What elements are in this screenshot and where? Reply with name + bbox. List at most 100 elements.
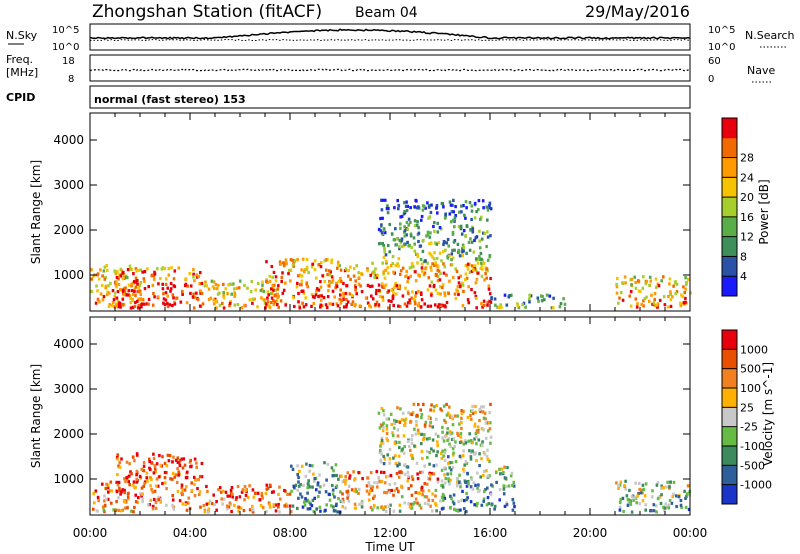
- heatmap-cell: [423, 501, 427, 505]
- heatmap-cell: [471, 404, 474, 409]
- heatmap-cell: [297, 484, 301, 488]
- heatmap-cell: [654, 277, 658, 281]
- heatmap-cell: [384, 259, 388, 263]
- heatmap-cell: [440, 479, 444, 483]
- heatmap-cell: [149, 484, 152, 488]
- heatmap-cell: [316, 481, 320, 485]
- heatmap-cell: [344, 478, 348, 482]
- heatmap-cell: [288, 492, 292, 496]
- freq-series: [89, 68, 691, 72]
- heatmap-cell: [480, 405, 483, 409]
- heatmap-cell: [90, 289, 93, 293]
- heatmap-cell: [414, 491, 418, 495]
- heatmap-cell: [445, 402, 448, 406]
- heatmap-cell: [460, 411, 464, 416]
- heatmap-cell: [410, 262, 414, 266]
- heatmap-cell: [140, 305, 143, 309]
- heatmap-cell: [212, 280, 216, 284]
- heatmap-cell: [398, 245, 401, 249]
- heatmap-cell: [388, 461, 391, 465]
- heatmap-cell: [367, 481, 371, 485]
- heatmap-cell: [391, 433, 395, 438]
- heatmap-cell: [315, 287, 319, 291]
- heatmap-cell: [464, 200, 468, 204]
- heatmap-cell: [276, 292, 279, 296]
- heatmap-cell: [143, 279, 146, 284]
- heatmap-cell: [147, 297, 151, 301]
- heatmap-cell: [630, 495, 634, 499]
- heatmap-cell: [384, 253, 388, 257]
- heatmap-cell: [230, 509, 233, 514]
- heatmap-cell: [641, 499, 645, 503]
- heatmap-cell: [152, 497, 156, 502]
- heatmap-cell: [131, 455, 135, 459]
- heatmap-cell: [322, 483, 326, 487]
- heatmap-cell: [116, 457, 120, 461]
- heatmap-cell: [121, 302, 125, 307]
- heatmap-cell: [428, 477, 432, 481]
- noise-ylabel-top: 10^5: [52, 25, 79, 36]
- heatmap-cell: [429, 231, 432, 235]
- heatmap-cell: [413, 242, 416, 246]
- heatmap-cell: [270, 287, 273, 291]
- heatmap-cell: [552, 306, 555, 310]
- heatmap-cell: [621, 298, 625, 302]
- heatmap-cell: [426, 233, 430, 237]
- heatmap-cell: [394, 227, 397, 231]
- heatmap-cell: [444, 477, 448, 481]
- heatmap-cell: [485, 276, 488, 280]
- heatmap-cell: [229, 300, 232, 304]
- heatmap-cell: [303, 270, 306, 274]
- heatmap-cell: [438, 251, 442, 255]
- heatmap-cell: [261, 506, 265, 510]
- heatmap-cell: [141, 468, 145, 472]
- heatmap-cell: [403, 501, 407, 505]
- heatmap-cell: [173, 475, 177, 479]
- heatmap-cell: [388, 222, 391, 227]
- heatmap-cell: [115, 281, 119, 285]
- heatmap-cell: [473, 291, 477, 295]
- colorbar-swatch: [722, 236, 737, 257]
- colorbar-tick-label: 25: [740, 401, 754, 414]
- heatmap-cell: [151, 303, 155, 307]
- colorbar-swatch: [722, 137, 737, 159]
- heatmap-cell: [340, 298, 344, 302]
- heatmap-cell: [171, 494, 174, 498]
- heatmap-cell: [395, 471, 399, 476]
- heatmap-cell: [484, 272, 487, 276]
- heatmap-cell: [483, 469, 486, 473]
- heatmap-cell: [289, 279, 292, 283]
- heatmap-cell: [469, 455, 473, 459]
- heatmap-cell: [441, 436, 444, 440]
- heatmap-cell: [373, 503, 376, 508]
- x-tick-label: 08:00: [273, 526, 308, 540]
- heatmap-cell: [447, 244, 450, 248]
- heatmap-cell: [323, 280, 326, 284]
- heatmap-cell: [428, 436, 431, 440]
- heatmap-cell: [348, 476, 351, 480]
- heatmap-cell: [466, 262, 470, 266]
- heatmap-cell: [558, 305, 562, 309]
- heatmap-cell: [668, 277, 672, 281]
- heatmap-cell: [279, 497, 282, 501]
- heatmap-cell: [459, 435, 463, 439]
- heatmap-cell: [135, 477, 138, 481]
- heatmap-cell: [137, 496, 140, 500]
- heatmap-cell: [296, 488, 299, 492]
- heatmap-cell: [155, 462, 159, 466]
- heatmap-cell: [205, 284, 209, 288]
- heatmap-cell: [248, 298, 252, 302]
- heatmap-cell: [475, 257, 478, 261]
- heatmap-cell: [417, 273, 420, 277]
- heatmap-cell: [460, 426, 463, 430]
- heatmap-cell: [443, 216, 447, 220]
- heatmap-cell: [470, 264, 474, 268]
- heatmap-cell: [213, 297, 217, 301]
- heatmap-cell: [417, 226, 420, 230]
- heatmap-cell: [398, 247, 401, 251]
- heatmap-cell: [164, 291, 168, 295]
- heatmap-cell: [463, 499, 466, 503]
- heatmap-cell: [342, 281, 345, 285]
- heatmap-cell: [304, 474, 308, 478]
- heatmap-cell: [410, 493, 414, 497]
